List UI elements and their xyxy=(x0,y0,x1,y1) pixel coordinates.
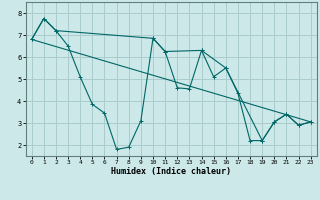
X-axis label: Humidex (Indice chaleur): Humidex (Indice chaleur) xyxy=(111,167,231,176)
